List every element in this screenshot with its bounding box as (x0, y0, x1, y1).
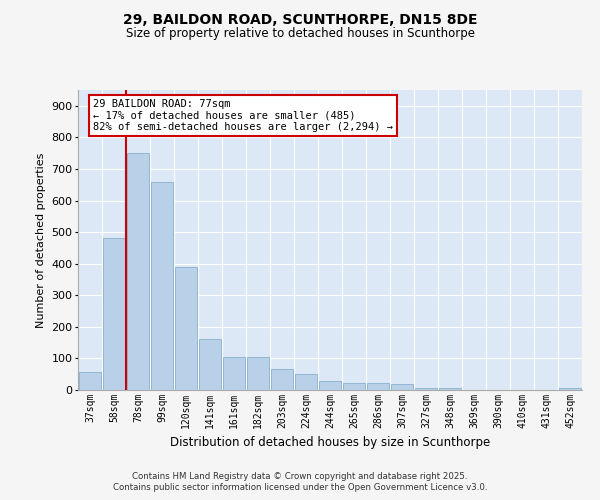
Bar (127, 153, 149, 390)
Bar (439, 388, 461, 390)
X-axis label: Distribution of detached houses by size in Scunthorpe: Distribution of detached houses by size … (170, 436, 490, 450)
Bar (175, 267, 197, 390)
Bar (415, 388, 437, 390)
Bar (319, 381, 341, 390)
Bar (247, 357, 269, 390)
Text: Size of property relative to detached houses in Scunthorpe: Size of property relative to detached ho… (125, 28, 475, 40)
Text: 29, BAILDON ROAD, SCUNTHORPE, DN15 8DE: 29, BAILDON ROAD, SCUNTHORPE, DN15 8DE (123, 12, 477, 26)
Bar (223, 357, 245, 390)
Bar (295, 374, 317, 390)
Text: Contains HM Land Registry data © Crown copyright and database right 2025.
Contai: Contains HM Land Registry data © Crown c… (113, 472, 487, 492)
Bar (559, 388, 581, 390)
Bar (151, 182, 173, 390)
Bar (103, 238, 125, 390)
Text: 29 BAILDON ROAD: 77sqm
← 17% of detached houses are smaller (485)
82% of semi-de: 29 BAILDON ROAD: 77sqm ← 17% of detached… (93, 99, 393, 132)
Bar (271, 370, 293, 390)
Bar (391, 384, 413, 390)
Bar (79, 372, 101, 390)
Bar (367, 383, 389, 390)
Bar (199, 340, 221, 390)
Y-axis label: Number of detached properties: Number of detached properties (36, 152, 46, 328)
Bar (343, 383, 365, 390)
